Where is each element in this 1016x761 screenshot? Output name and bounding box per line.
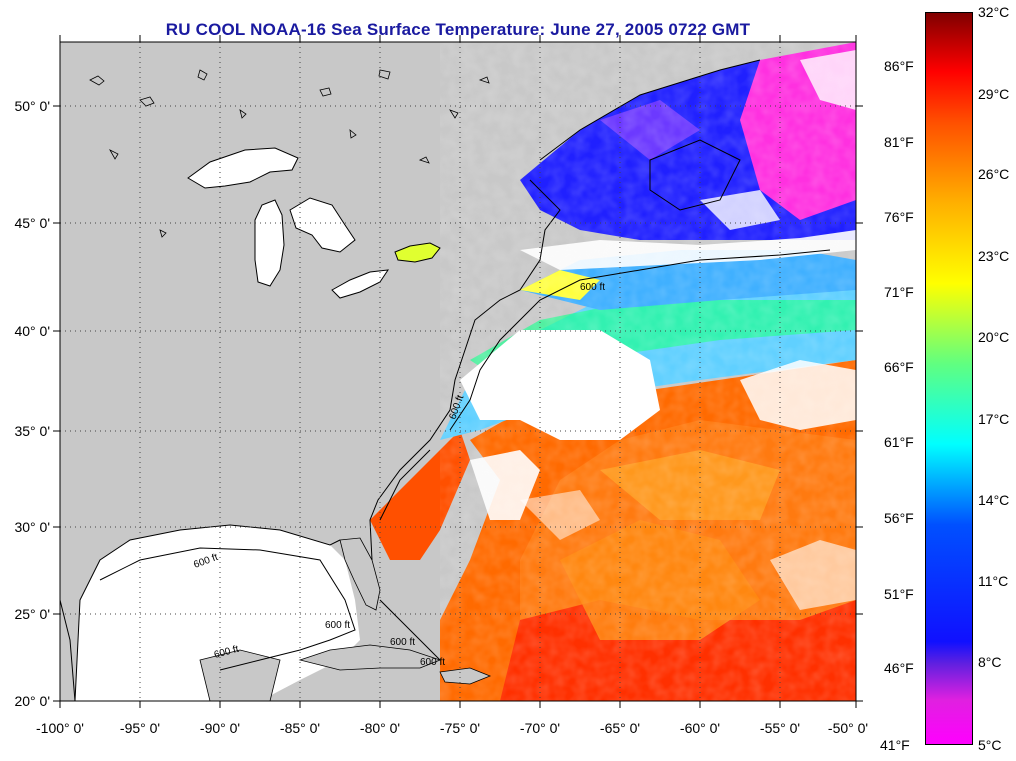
celsius-label: 20°C [978,329,1010,345]
celsius-label: 11°C [978,573,1009,589]
lon-tick-label: -50° 0' [828,720,868,736]
map-title: RU COOL NOAA-16 Sea Surface Temperature:… [165,20,751,39]
plot-border [59,41,857,702]
lon-tick-label: -100° 0' [36,720,84,736]
lon-axis: -100° 0' -95° 0' -90° 0' -85° 0' -80° 0'… [36,720,868,736]
lat-tick-label: 35° 0' [14,423,50,439]
lon-tick-label: -70° 0' [520,720,560,736]
celsius-label: 23°C [978,248,1010,264]
lon-tick-label: -85° 0' [280,720,320,736]
fahrenheit-label: 76°F [884,209,914,225]
lon-tick-label: -65° 0' [600,720,640,736]
depth-label: 600 ft [420,657,445,668]
isobath-600ft [99,249,831,671]
celsius-label: 5°C [978,737,1002,753]
lon-tick-label: -80° 0' [360,720,400,736]
hispaniola [439,667,492,685]
celsius-label: 29°C [978,86,1010,102]
celsius-label: 32°C [978,4,1010,20]
celsius-label: 26°C [978,166,1010,182]
axis-ticks [53,35,863,708]
florida-peninsula [339,537,381,611]
fahrenheit-label: 61°F [884,434,914,450]
celsius-label: 14°C [978,492,1010,508]
fahrenheit-label: 51°F [884,586,914,602]
celsius-label: 17°C [978,411,1010,427]
lat-tick-label: 20° 0' [14,693,50,709]
great-lakes [187,147,441,299]
fahrenheit-label: 46°F [884,660,914,676]
lat-tick-label: 50° 0' [14,98,50,114]
temperature-colorbar [925,12,973,745]
lat-tick-label: 40° 0' [14,323,50,339]
celsius-label: 8°C [978,654,1002,670]
lon-tick-label: -75° 0' [440,720,480,736]
lat-tick-label: 45° 0' [14,215,50,231]
fahrenheit-label: 86°F [884,58,914,74]
lake-erie [331,269,390,299]
lon-tick-label: -95° 0' [120,720,160,736]
depth-label: 600 ft [325,620,350,631]
fahrenheit-label: 81°F [884,134,914,150]
lake-superior [187,147,299,189]
lake-huron [289,197,356,253]
lat-tick-label: 30° 0' [14,519,50,535]
fahrenheit-label: 56°F [884,510,914,526]
lat-tick-label: 25° 0' [14,606,50,622]
lake-ontario [394,242,441,263]
lon-tick-label: -60° 0' [680,720,720,736]
lake-michigan [254,199,285,287]
coastlines [60,59,761,701]
small-lakes [89,69,490,238]
fahrenheit-label: 66°F [884,359,914,375]
lat-axis: 20° 0' 25° 0' 30° 0' 35° 0' 40° 0' 45° 0… [14,98,50,709]
depth-label: 600 ft [580,282,605,293]
fahrenheit-label: 41°F [880,737,910,753]
fahrenheit-label: 71°F [884,284,914,300]
lon-tick-label: -55° 0' [760,720,800,736]
depth-label: 600 ft [390,637,415,648]
lon-tick-label: -90° 0' [200,720,240,736]
